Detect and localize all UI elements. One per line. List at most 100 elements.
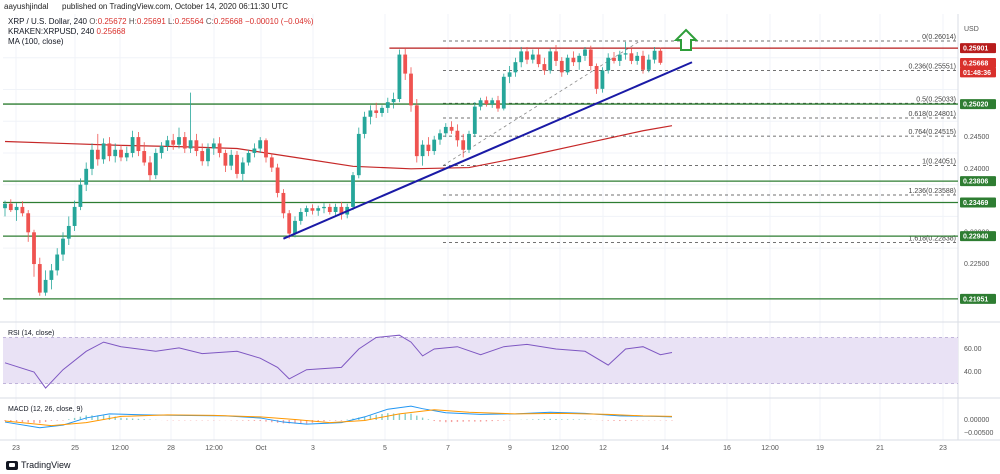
candle-body [8,203,13,211]
candle [84,162,89,192]
ohlc-low-value: 0.25564 [174,17,204,26]
candle [478,97,483,111]
countdown-tag: 01:48:36 [963,70,991,77]
candle-body [72,206,77,226]
candle-body [641,55,645,70]
candle [124,146,129,162]
support-price-tag: 0.23806 [963,179,988,186]
candle [223,149,228,172]
candle-body [583,49,587,56]
legend-ma-row: MA (100, close) [8,37,313,47]
ma-legend: MA (100, close) [8,37,64,46]
candle-body [652,50,657,60]
candle-body [275,167,280,193]
exchange-value: 0.25668 [96,27,126,36]
candle [449,121,454,134]
candle-body [304,208,309,212]
candle-body [113,149,118,157]
candle-body [206,148,210,162]
candle-body [37,264,42,293]
candle [368,105,373,125]
candle-body [327,206,332,212]
candle [426,137,431,157]
candle-body [310,208,315,211]
candle [571,51,576,66]
candle [536,48,541,68]
fib-level-label: 0.5(0.25033) [916,96,956,103]
candle-body [612,57,616,61]
candle [600,67,605,93]
candle-body [530,54,535,60]
candle-body [542,64,547,71]
candle [3,200,7,217]
candle [612,52,616,64]
rsi-tick-label: 40.00 [964,369,982,376]
candle [269,153,274,172]
candle-body [43,279,48,293]
candle [554,45,558,66]
candle [519,46,524,68]
candlestick-series [3,41,663,296]
candle-body [171,140,176,145]
candle-body [107,143,112,157]
time-tick-label: Oct [256,445,267,452]
publish-info: published on TradingView.com, October 14… [62,2,289,11]
candle-body [600,70,605,89]
candle-body [571,57,576,63]
candle [617,50,622,66]
candle [200,143,205,166]
ohlc-close-value: 0.25668 [213,17,243,26]
candle [240,157,245,182]
candle [182,132,187,153]
tradingview-brand: TradingView [21,460,71,470]
candle [432,135,437,155]
candle-body [490,100,495,105]
breakout-arrow-icon [673,28,699,51]
ohlc-high-value: 0.25691 [136,17,166,26]
candle [391,92,396,109]
candle [658,47,663,65]
rsi-tick-label: 60.00 [964,346,982,353]
candle [333,203,338,216]
macd-line [4,405,673,429]
candle-body [438,133,442,140]
candle [339,201,344,220]
footer-bar [0,456,1000,474]
candle-body [351,175,355,207]
candle [356,127,361,179]
candle-body [235,154,239,174]
candle-body [536,54,541,65]
candle [298,208,303,225]
resistance-price-tag-bg [960,43,996,54]
candle-body [130,137,135,153]
fib-level-label: 1.618(0.22838) [909,236,956,243]
countdown-tag-bg [960,67,996,78]
ohlc-change: −0.00010 (−0.04%) [244,17,314,26]
candle [229,149,234,171]
candle [641,50,645,74]
time-tick-label: 25 [71,445,79,452]
time-tick-label: 19 [816,445,824,452]
fib-level-label: 1(0.24051) [922,159,956,166]
legend-exchange-row: KRAKEN:XRPUSD, 240 0.25668 [8,27,313,37]
candle [565,54,570,75]
rsi-title: RSI (14, close) [8,330,54,337]
candle-body [385,102,390,108]
candle-body [559,60,564,73]
candle [635,52,640,65]
candle [235,151,239,179]
candle [32,229,36,277]
candle [148,156,152,181]
candle [252,143,257,158]
candle [496,95,500,112]
candle-body [61,238,65,255]
support-price-tag-bg [960,197,996,208]
candle [374,102,379,119]
candle [583,46,587,61]
candle [78,178,83,211]
time-tick-label: 12:00 [111,445,129,452]
author-name: aayushjindal [4,2,49,11]
candle-body [414,105,419,157]
